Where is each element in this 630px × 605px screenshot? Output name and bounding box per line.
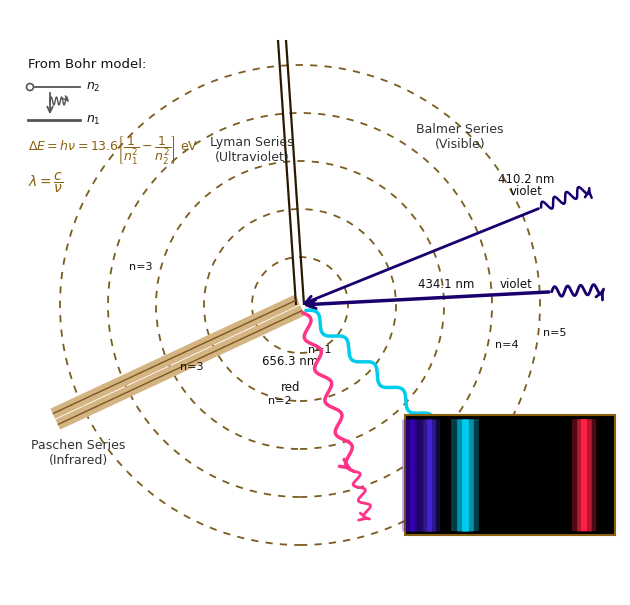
Bar <box>405 415 615 535</box>
Text: 434.1 nm: 434.1 nm <box>418 278 474 291</box>
Text: $n_2$: $n_2$ <box>86 80 101 94</box>
Text: Paschen Series
(Infrared): Paschen Series (Infrared) <box>31 439 125 467</box>
Text: Balmer Series
(Visible): Balmer Series (Visible) <box>416 123 504 151</box>
Text: red: red <box>281 381 301 394</box>
Text: n=4: n=4 <box>495 340 518 350</box>
Text: 410.2 nm: 410.2 nm <box>498 172 554 186</box>
Text: From Bohr model:: From Bohr model: <box>28 59 146 71</box>
Text: violet: violet <box>500 278 533 291</box>
Text: n=3: n=3 <box>180 362 203 372</box>
Text: Lyman Series
(Ultraviolet): Lyman Series (Ultraviolet) <box>210 136 294 164</box>
Text: bluegreen: bluegreen <box>479 449 539 462</box>
Text: n=2: n=2 <box>268 396 292 406</box>
Text: n=1: n=1 <box>308 345 331 355</box>
Text: 656.3 nm: 656.3 nm <box>262 355 319 368</box>
Text: $n_1$: $n_1$ <box>86 114 101 126</box>
Text: n=3: n=3 <box>130 262 153 272</box>
Text: violet: violet <box>510 185 542 198</box>
Text: $\lambda = \dfrac{c}{\nu}$: $\lambda = \dfrac{c}{\nu}$ <box>28 171 64 195</box>
Text: n=5: n=5 <box>543 328 566 338</box>
Text: $\Delta E = h\nu = 13.6\left[\dfrac{1}{n_1^2} - \dfrac{1}{n_2^2}\right]$ eV: $\Delta E = h\nu = 13.6\left[\dfrac{1}{n… <box>28 134 198 166</box>
Text: 486.1 nm: 486.1 nm <box>479 421 535 434</box>
Circle shape <box>26 83 33 91</box>
